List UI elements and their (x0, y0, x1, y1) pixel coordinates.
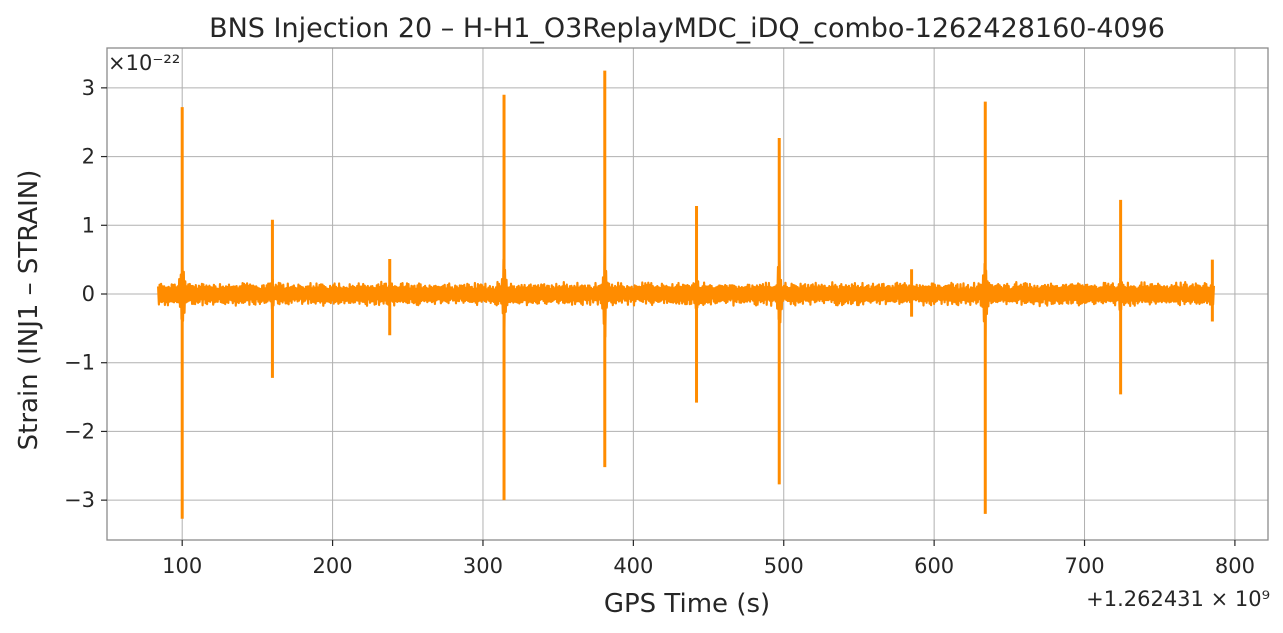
y-tick-label: −2 (64, 419, 95, 443)
y-scale-label: ×10⁻²² (108, 51, 180, 75)
y-tick-label: 0 (82, 282, 95, 306)
y-tick-label: −1 (64, 351, 95, 375)
x-tick-label: 300 (463, 554, 503, 578)
x-tick-label: 800 (1215, 554, 1255, 578)
x-tick-label: 200 (313, 554, 353, 578)
plot-area (157, 70, 1215, 519)
y-tick-label: 2 (82, 145, 95, 169)
y-tick-label: −3 (64, 488, 95, 512)
y-tick-label: 1 (82, 213, 95, 237)
chart-title: BNS Injection 20 – H-H1_O3ReplayMDC_iDQ_… (209, 13, 1165, 44)
x-tick-label: 500 (764, 554, 804, 578)
x-tick-label: 600 (914, 554, 954, 578)
y-tick-label: 3 (82, 76, 95, 100)
x-tick-label: 100 (162, 554, 202, 578)
x-axis-label: GPS Time (s) (604, 589, 770, 619)
x-offset-label: +1.262431 × 10⁹ (1086, 587, 1270, 611)
x-tick-label: 700 (1064, 554, 1104, 578)
x-tick-label: 400 (613, 554, 653, 578)
y-axis-label: Strain (INJ1 – STRAIN) (14, 170, 44, 451)
axis-ticks: 100 200 300 400 500 600 700 800 −3 −2 −1 0 1 2 3 (64, 76, 1255, 578)
strain-trace (157, 249, 1215, 345)
